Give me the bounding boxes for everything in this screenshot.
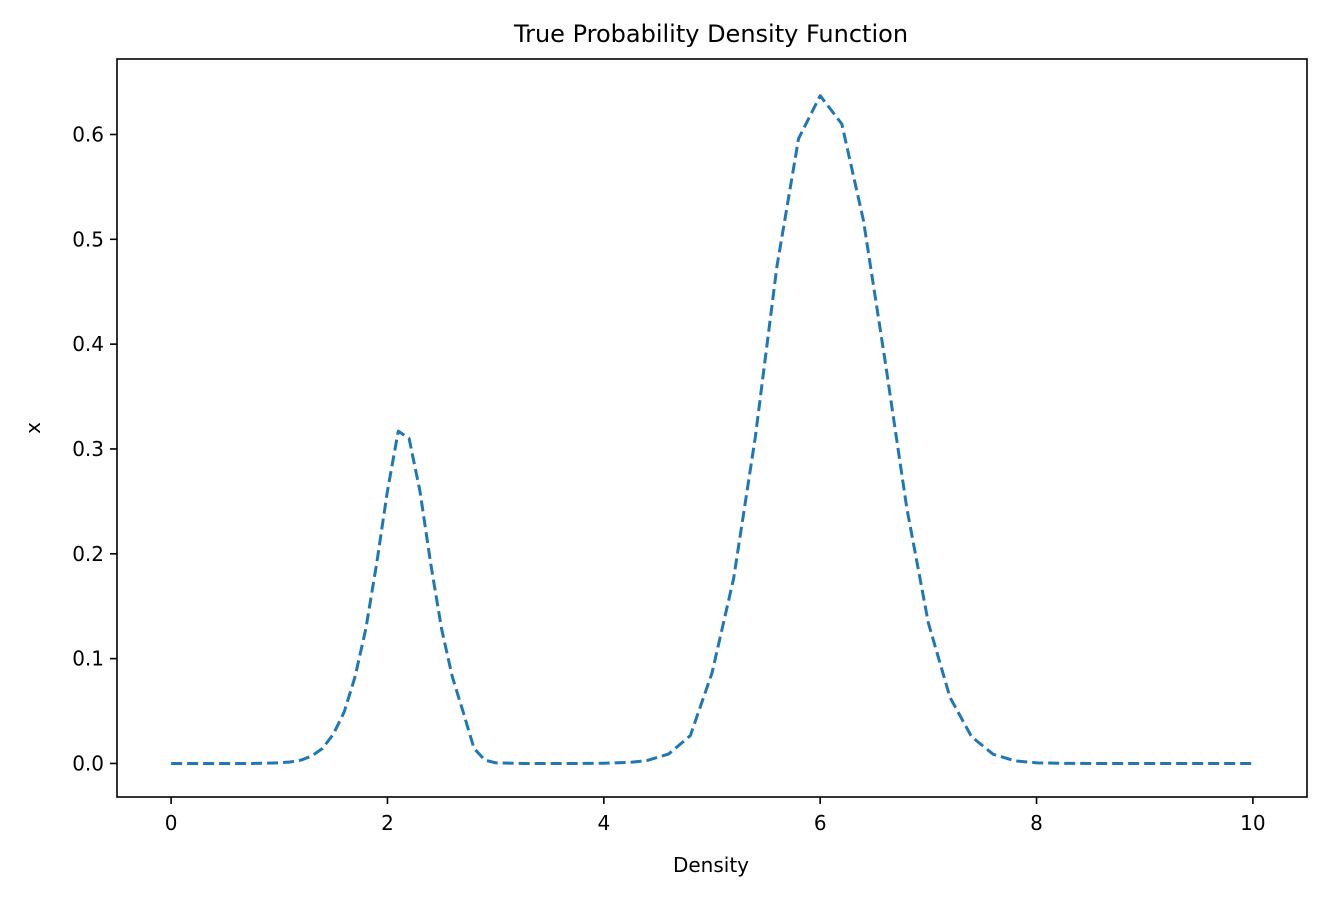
y-tick-label: 0.1 — [72, 647, 104, 671]
x-tick-label: 6 — [814, 811, 827, 835]
plot-area — [171, 94, 1253, 765]
y-tick-label: 0.0 — [72, 751, 104, 775]
y-tick-label: 0.2 — [72, 542, 104, 566]
x-tick-label: 10 — [1240, 811, 1265, 835]
y-tick-label: 0.5 — [72, 227, 104, 251]
y-tick-label: 0.3 — [72, 437, 104, 461]
x-tick-label: 8 — [1030, 811, 1043, 835]
x-tick-label: 4 — [597, 811, 610, 835]
y-axis-title: x — [21, 422, 45, 434]
y-tick-label: 0.6 — [72, 122, 104, 146]
x-axis-title: Density — [673, 853, 749, 877]
x-tick-label: 2 — [381, 811, 394, 835]
axes: 0 2 4 6 8 10 0.0 0.1 0.2 0.3 0.4 0.5 0.6 — [72, 58, 1308, 835]
chart-title: True Probability Density Function — [513, 20, 908, 48]
series-line-0 — [171, 94, 1253, 765]
x-tick-label: 0 — [165, 811, 178, 835]
y-tick-label: 0.4 — [72, 332, 104, 356]
plot-frame — [116, 58, 1308, 798]
